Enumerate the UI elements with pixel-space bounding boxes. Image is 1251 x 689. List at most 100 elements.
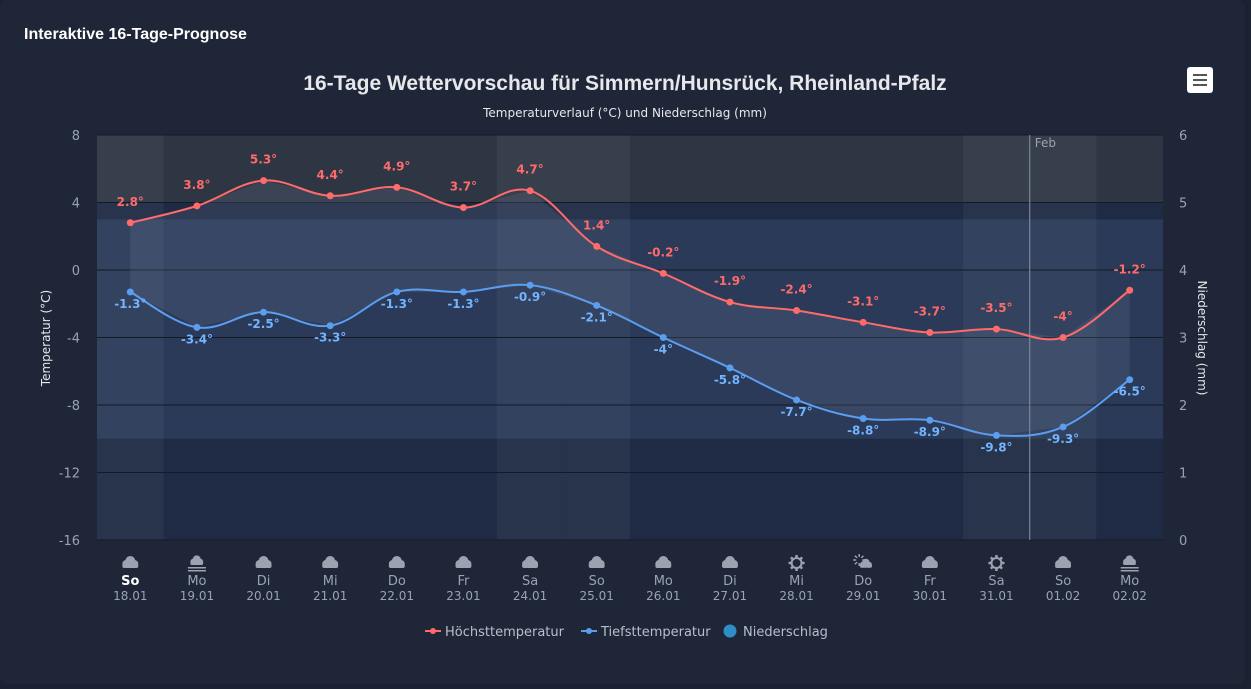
min-temp-label: -3.4° (181, 332, 213, 346)
partly-cloudy-icon (853, 554, 872, 568)
min-temp-point (393, 288, 401, 296)
day-name: Sa (522, 574, 538, 589)
max-temp-label: 2.8° (117, 195, 144, 209)
day-name: Fr (924, 574, 937, 589)
day-date: 23.01 (446, 589, 480, 603)
cloud-icon (721, 556, 738, 568)
y-tick-right: 0 (1179, 534, 1187, 549)
month-label: Feb (1035, 136, 1056, 150)
legend-item[interactable]: Tiefsttemperatur (581, 625, 711, 640)
y-axis-right-title: Niederschlag (mm) (1195, 281, 1209, 396)
day-name: Fr (457, 574, 470, 589)
min-temp-point (526, 281, 534, 289)
temperature-range-area (130, 180, 1130, 436)
max-temp-label: -2.4° (780, 283, 812, 297)
min-temp-label: -1.3° (447, 297, 479, 311)
min-temp-label: -9.3° (1047, 432, 1079, 446)
y-tick-right: 5 (1179, 197, 1187, 212)
max-temp-label: 3.7° (450, 180, 477, 194)
day-name: Do (388, 574, 406, 589)
fog-icon (187, 555, 206, 572)
cloud-icon (255, 556, 272, 568)
max-temp-point (793, 307, 801, 314)
day-date: 26.01 (646, 589, 680, 603)
day-name: Di (723, 574, 737, 589)
min-temp-point (859, 415, 867, 422)
chart-menu-button[interactable] (1187, 67, 1213, 93)
max-temp-point (726, 298, 734, 306)
max-temp-label: 5.3° (250, 153, 277, 167)
max-temp-point (659, 269, 667, 277)
day-name: So (589, 574, 605, 589)
cloud-icon (522, 556, 539, 568)
y-axis-left-title: Temperatur (°C) (39, 290, 53, 387)
legend-item[interactable]: Niederschlag (723, 624, 828, 641)
day-date: 02.02 (1113, 589, 1147, 603)
day-date: 21.01 (313, 589, 347, 603)
min-temp-point (193, 323, 201, 331)
max-temp-label: 3.8° (183, 178, 210, 192)
max-temp-line (130, 179, 1131, 341)
min-temp-point (793, 396, 801, 404)
max-temp-label: 4.9° (383, 159, 410, 173)
y-tick-right: 3 (1179, 332, 1187, 347)
min-temp-point (992, 431, 1000, 439)
max-temp-label: 4.7° (516, 163, 543, 177)
max-temp-label: -1.9° (714, 274, 746, 288)
min-temp-label: -8.9° (914, 425, 946, 439)
day-name: Mi (789, 574, 804, 589)
min-temp-label: -0.9° (514, 290, 546, 304)
y-tick-left: -12 (59, 467, 80, 482)
max-temp-label: 4.4° (317, 168, 344, 182)
day-date: 18.01 (113, 589, 147, 603)
chart-subtitle: Temperaturverlauf (°C) und Niederschlag … (482, 106, 767, 120)
min-temp-label: -7.7° (780, 405, 812, 419)
min-temp-label: -1.3° (114, 297, 146, 311)
min-temp-point (659, 334, 667, 341)
day-name: So (1055, 574, 1071, 589)
max-temp-point (459, 204, 467, 212)
min-temp-label: -4° (654, 343, 673, 357)
min-temp-point (1059, 423, 1067, 431)
day-date: 28.01 (779, 589, 813, 603)
day-name: Mi (323, 574, 338, 589)
max-temp-point (926, 328, 934, 336)
legend-item[interactable]: Höchsttemperatur (425, 625, 565, 640)
card-title: Interaktive 16-Tage-Prognose (24, 26, 247, 43)
day-date: 29.01 (846, 589, 880, 603)
hamburger-menu-icon (1193, 74, 1207, 76)
cloud-icon (655, 556, 672, 568)
day-name: Sa (988, 574, 1004, 589)
max-temp-point (859, 318, 867, 326)
chart-title: 16-Tage Wettervorschau für Simmern/Hunsr… (303, 72, 946, 95)
sun-icon (788, 555, 805, 571)
day-date: 22.01 (380, 589, 414, 603)
min-temp-label: -2.5° (247, 317, 279, 331)
max-temp-point (1059, 334, 1067, 341)
max-temp-point (260, 177, 268, 185)
max-temp-point (326, 192, 334, 200)
y-tick-left: -16 (59, 534, 80, 549)
legend-label: Tiefsttemperatur (600, 625, 711, 640)
min-temp-label: -5.8° (714, 373, 746, 387)
cloud-icon (122, 556, 139, 568)
min-temp-label: -1.3° (381, 297, 413, 311)
cloud-icon (322, 556, 339, 568)
max-temp-label: 1.4° (583, 218, 610, 232)
min-temp-point (593, 301, 601, 309)
day-date: 19.01 (180, 589, 214, 603)
legend-label: Niederschlag (743, 625, 828, 640)
day-date: 24.01 (513, 589, 547, 603)
cloud-icon (588, 556, 605, 568)
max-temp-point (992, 325, 1000, 333)
min-temp-label: -3.3° (314, 331, 346, 345)
min-temp-label: -8.8° (847, 424, 879, 438)
max-temp-label: -3.1° (847, 294, 879, 308)
